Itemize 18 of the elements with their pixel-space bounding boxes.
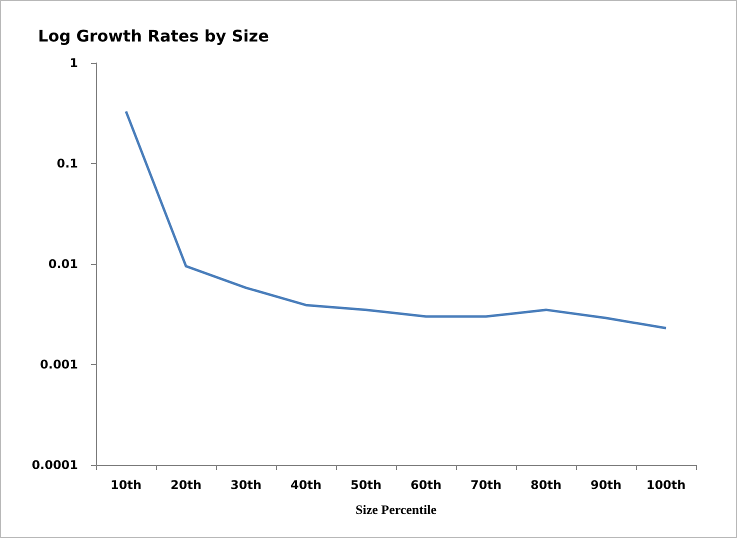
x-tick-label: 50th (350, 478, 382, 492)
x-tick-label: 70th (470, 478, 502, 492)
y-tick-label: 0.0001 (32, 458, 78, 472)
x-tick-label: 10th (110, 478, 142, 492)
x-tick-label: 100th (646, 478, 686, 492)
line-series (124, 110, 668, 330)
x-tick-label: 30th (230, 478, 262, 492)
y-tick-label: 1 (70, 56, 78, 70)
y-tick-label: 0.001 (40, 358, 78, 372)
x-axis-title: Size Percentile (356, 502, 437, 517)
x-tick-label: 80th (530, 478, 562, 492)
y-tick-label: 0.1 (56, 156, 78, 170)
x-tick-label: 60th (410, 478, 442, 492)
y-tick-label: 0.01 (48, 257, 78, 271)
x-tick-label: 90th (590, 478, 622, 492)
x-tick-label: 40th (290, 478, 322, 492)
x-tick-label: 20th (170, 478, 202, 492)
chart-title: Log Growth Rates by Size (38, 26, 270, 46)
